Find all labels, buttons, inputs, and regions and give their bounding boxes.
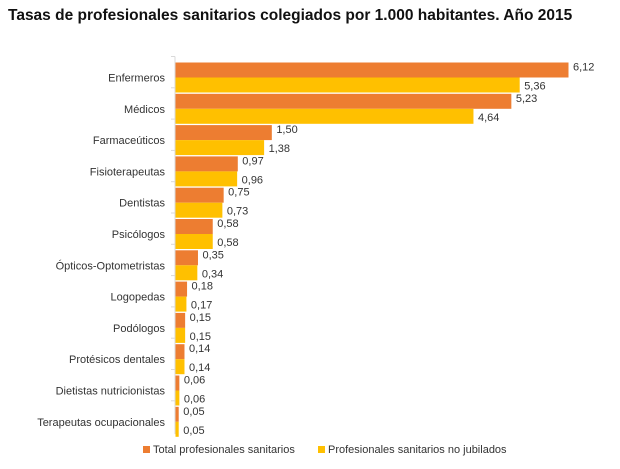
data-label: 0,97 — [242, 155, 263, 167]
bar-no-jubilados — [175, 296, 187, 312]
bar-no-jubilados — [175, 390, 180, 406]
data-label: 0,06 — [184, 394, 205, 406]
data-label: 0,73 — [227, 206, 248, 218]
category-label: Enfermeros — [108, 73, 165, 85]
bar-no-jubilados — [175, 171, 238, 187]
bar-total — [175, 281, 188, 297]
data-label: 0,18 — [192, 281, 213, 293]
bar-no-jubilados — [175, 327, 186, 343]
data-label: 0,05 — [183, 406, 204, 418]
bar-no-jubilados — [175, 234, 213, 249]
bar-no-jubilados — [175, 359, 185, 375]
data-label: 0,14 — [189, 362, 210, 374]
data-label: 4,64 — [478, 112, 499, 124]
bar-total — [175, 219, 213, 234]
bar-total — [175, 344, 185, 360]
data-label: 0,14 — [189, 343, 210, 355]
bar-no-jubilados — [175, 77, 520, 93]
category-label: Fisioterapeutas — [90, 166, 166, 178]
data-label: 0,15 — [190, 331, 211, 343]
legend-swatch — [143, 446, 150, 453]
category-label: Dentistas — [119, 198, 165, 210]
legend-swatch — [318, 446, 325, 453]
category-label: Farmaceúticos — [93, 135, 166, 147]
data-label: 0,05 — [183, 425, 204, 437]
data-label: 5,36 — [524, 81, 545, 93]
category-label: Podólogos — [113, 323, 165, 335]
bar-no-jubilados — [175, 421, 179, 437]
bar-no-jubilados — [175, 202, 223, 218]
data-label: 0,15 — [190, 312, 211, 324]
category-label: Ópticos-Optometristas — [56, 259, 166, 272]
data-label: 0,58 — [217, 237, 238, 249]
bar-total — [175, 93, 512, 109]
category-label: Médicos — [124, 104, 165, 116]
data-label: 0,06 — [184, 375, 205, 387]
data-label: 6,12 — [573, 62, 594, 74]
chart-title: Tasas de profesionales sanitarios colegi… — [8, 7, 573, 24]
bar-total — [175, 62, 569, 78]
data-label: 5,23 — [516, 93, 537, 105]
data-label: 1,38 — [269, 143, 290, 155]
data-label: 0,75 — [228, 187, 249, 199]
bar-total — [175, 187, 224, 203]
bar-no-jubilados — [175, 265, 198, 281]
category-label: Protésicos dentales — [69, 354, 165, 366]
bar-total — [175, 312, 186, 328]
data-label: 0,58 — [217, 218, 238, 230]
data-label: 0,17 — [191, 300, 212, 312]
data-label: 0,35 — [202, 249, 223, 261]
category-label: Psicólogos — [112, 229, 166, 241]
data-label: 0,34 — [202, 268, 223, 280]
data-label: 1,50 — [276, 124, 297, 136]
data-label: 0,96 — [242, 174, 263, 186]
category-label: Logopedas — [111, 292, 166, 304]
legend-label: Total profesionales sanitarios — [153, 444, 295, 456]
bar-total — [175, 406, 179, 422]
bar-total — [175, 375, 180, 391]
legend-label: Profesionales sanitarios no jubilados — [328, 444, 507, 456]
bar-total — [175, 125, 272, 141]
category-label: Dietistas nutricionistas — [56, 386, 166, 398]
bar-no-jubilados — [175, 108, 474, 124]
bar-total — [175, 250, 198, 266]
bar-no-jubilados — [175, 140, 265, 156]
bar-total — [175, 156, 238, 172]
category-label: Terapeutas ocupacionales — [37, 417, 165, 429]
